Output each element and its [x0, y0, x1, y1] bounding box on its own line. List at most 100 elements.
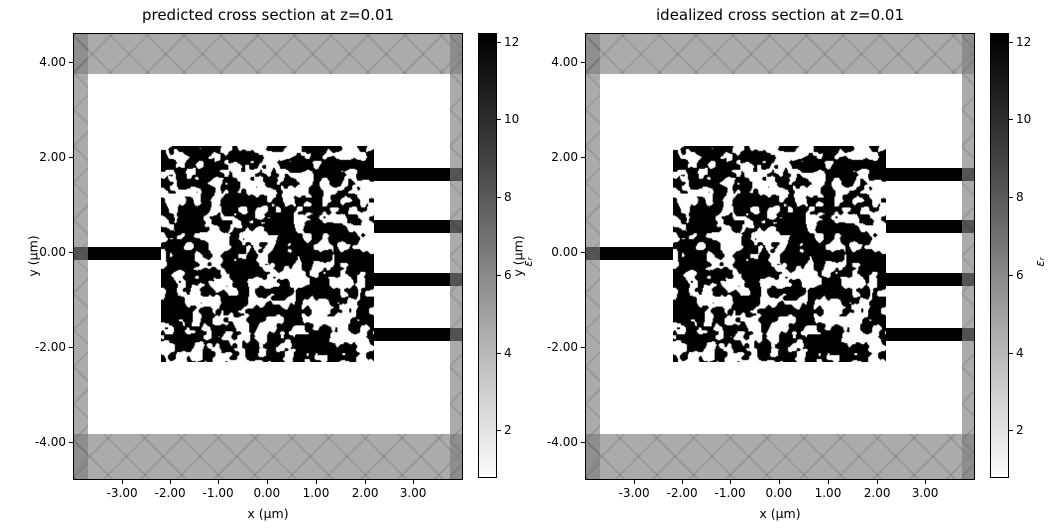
tick-mark	[365, 480, 367, 484]
y-axis-label: y (μm)	[510, 235, 526, 277]
tick-label: 0.00	[551, 245, 578, 260]
tick-mark	[682, 480, 684, 484]
tick-mark	[1009, 197, 1013, 199]
tick-mark	[581, 252, 585, 254]
tick-mark	[1009, 274, 1013, 276]
subplot-idealized: idealized cross section at z=0.01 -3.00 -…	[510, 0, 1048, 532]
tick-label: -3.00	[106, 486, 138, 500]
tick-mark	[581, 62, 585, 64]
tick-mark	[1009, 119, 1013, 121]
design-region-canvas	[672, 145, 887, 363]
colorbar	[990, 33, 1009, 478]
tick-mark	[778, 480, 780, 484]
tick-label: 2.00	[39, 149, 66, 164]
tick-label: -1.00	[714, 486, 746, 500]
absorber-column-left	[74, 34, 88, 479]
tick-label: 8	[504, 190, 512, 205]
waveguides	[586, 34, 974, 479]
tick-mark	[497, 197, 501, 199]
tick-mark	[581, 442, 585, 443]
tick-label: -4.00	[546, 435, 578, 449]
tick-label: -2.00	[154, 486, 186, 500]
tick-mark	[315, 480, 317, 484]
output-waveguide	[374, 327, 462, 342]
absorber-column-right	[961, 34, 974, 479]
tick-label: 2	[504, 422, 512, 437]
tick-mark	[581, 346, 585, 348]
tick-label: -3.00	[618, 486, 650, 500]
output-waveguide	[374, 220, 462, 233]
absorber-band-bottom	[586, 434, 974, 479]
output-waveguide	[374, 272, 462, 287]
tick-label: 4	[1016, 345, 1024, 360]
tick-label: 2.00	[351, 486, 379, 500]
output-waveguide	[886, 168, 974, 182]
tick-label: 12	[504, 34, 520, 49]
tick-mark	[413, 480, 415, 484]
plot-area	[585, 33, 975, 480]
tick-mark	[266, 480, 268, 484]
tick-mark	[497, 352, 501, 354]
tick-label: 6	[1016, 267, 1024, 282]
tick-label: 4	[504, 345, 512, 360]
colorbar	[478, 33, 497, 478]
tick-mark	[69, 156, 73, 158]
tick-mark	[827, 480, 829, 484]
absorber-band-top	[74, 34, 462, 74]
tick-label: 1.00	[814, 486, 842, 500]
tick-mark	[730, 480, 732, 484]
tick-mark	[497, 274, 501, 276]
tick-label: 0.00	[39, 245, 66, 260]
design-region-canvas	[160, 145, 375, 363]
tick-label: 1.00	[302, 486, 330, 500]
tick-mark	[925, 480, 927, 484]
output-waveguide	[886, 272, 974, 287]
tick-label: 6	[504, 267, 512, 282]
tick-mark	[69, 252, 73, 254]
absorber-column-left	[586, 34, 600, 479]
tick-label: 2	[1016, 422, 1024, 437]
tick-mark	[69, 442, 73, 443]
colorbar-label: εᵣ	[1033, 257, 1047, 267]
plot-area	[73, 33, 463, 480]
tick-label: 12	[1016, 34, 1032, 49]
plot-title: predicted cross section at z=0.01	[141, 6, 395, 24]
waveguides	[74, 34, 462, 479]
tick-mark	[634, 480, 636, 484]
tick-label: 2.00	[863, 486, 891, 500]
plot-title: idealized cross section at z=0.01	[656, 6, 904, 24]
input-waveguide	[586, 247, 673, 261]
tick-mark	[69, 62, 73, 64]
tick-label: 10	[1016, 112, 1032, 127]
tick-mark	[218, 480, 220, 484]
tick-mark	[497, 429, 501, 431]
tick-mark	[1009, 41, 1013, 43]
tick-label: 10	[504, 112, 520, 127]
tick-label: -2.00	[546, 339, 578, 354]
tick-mark	[581, 156, 585, 158]
x-axis-label: x (μm)	[247, 506, 289, 521]
tick-label: -4.00	[34, 435, 66, 449]
tick-label: 8	[1016, 190, 1024, 205]
output-waveguide	[886, 327, 974, 342]
tick-mark	[877, 480, 879, 484]
tick-mark	[170, 480, 172, 484]
absorber-column-right	[449, 34, 462, 479]
absorber-band-top	[586, 34, 974, 74]
tick-label: 3.00	[911, 486, 939, 500]
tick-mark	[122, 480, 124, 484]
absorber-band-bottom	[74, 434, 462, 479]
x-axis-label: x (μm)	[759, 506, 801, 521]
tick-label: 2.00	[551, 149, 578, 164]
tick-label: 0.00	[765, 486, 793, 500]
input-waveguide	[74, 247, 161, 261]
tick-mark	[1009, 429, 1013, 431]
tick-mark	[69, 346, 73, 348]
tick-label: 0.00	[253, 486, 281, 500]
tick-mark	[1009, 352, 1013, 354]
tick-label: 3.00	[399, 486, 427, 500]
tick-label: -1.00	[202, 486, 234, 500]
tick-mark	[497, 41, 501, 43]
tick-mark	[497, 119, 501, 121]
tick-label: -2.00	[666, 486, 698, 500]
